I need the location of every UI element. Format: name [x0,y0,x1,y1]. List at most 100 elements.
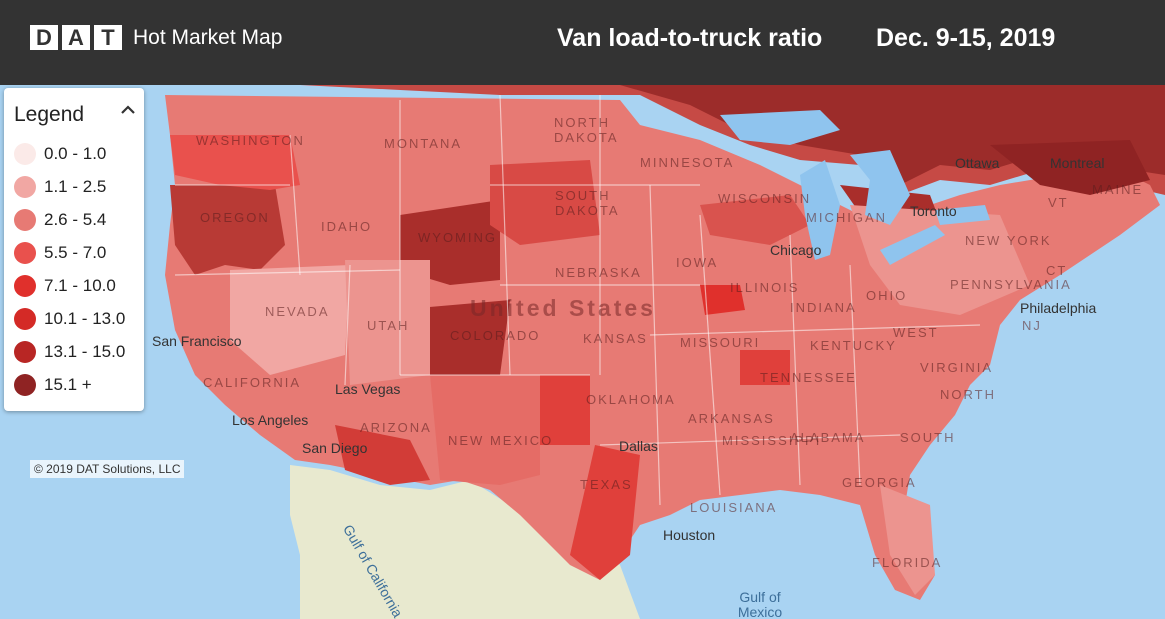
state-label: MINNESOTA [640,155,735,170]
legend-swatch [14,374,36,396]
legend-label: 13.1 - 15.0 [44,342,126,361]
legend-item: 5.5 - 7.0 [14,239,106,267]
state-label: GEORGIA [842,475,917,490]
state-label: SOUTH DAKOTA [555,188,620,218]
state-label: KENTUCKY [810,338,897,353]
state-label: MAINE [1092,182,1144,197]
state-label: WEST [893,325,939,340]
state-label: OKLAHOMA [586,392,676,407]
chevron-up-icon[interactable] [118,100,138,120]
northeast-region [850,205,1030,315]
city-label: Montreal [1050,155,1105,171]
legend-swatch [14,176,36,198]
legend-item: 1.1 - 2.5 [14,173,106,201]
arizona-south-region [335,425,430,485]
legend-swatch [14,308,36,330]
map-title: Van load-to-truck ratio [557,24,823,52]
legend-item: 2.6 - 5.4 [14,206,106,234]
state-label: CALIFORNIA [203,375,302,390]
state-label: NEW YORK [965,233,1052,248]
state-label: NORTH DAKOTA [554,115,619,145]
state-label: WYOMING [418,230,497,245]
legend-label: 2.6 - 5.4 [44,210,107,229]
app-title: Hot Market Map [133,26,283,49]
copyright-notice: © 2019 DAT Solutions, LLC [30,460,185,478]
legend-panel: Legend 0.0 - 1.0 1.1 - 2.5 2.6 - 5.4 5.5… [4,88,144,411]
oregon-region [170,185,285,275]
illinois-hot-region [700,285,745,315]
state-label: FLORIDA [872,555,943,570]
state-label: KANSAS [583,331,648,346]
hot-market-map[interactable]: United States San Francisco Las Vegas Lo… [0,85,1165,619]
lake-huron [850,150,910,225]
legend-item: 7.1 - 10.0 [14,272,116,300]
lake-superior [720,110,840,145]
quebec-region [990,140,1150,195]
state-label: UTAH [367,318,410,333]
logo-letter-a: A [62,25,90,50]
logo-letter-t: T [94,25,122,50]
map-canvas [0,85,1165,619]
header-bar: D A T Hot Market Map Van load-to-truck r… [0,0,1165,85]
arkansas-hot-region [740,350,790,385]
state-label: TEXAS [580,477,633,492]
legend-label: 0.0 - 1.0 [44,144,107,163]
city-label: San Francisco [152,333,242,349]
state-label: MISSOURI [680,335,761,350]
state-label: MICHIGAN [806,210,887,225]
south-dakota-region [490,160,600,245]
state-label: MISSISSIPPI [722,433,822,448]
canada-east-region [620,85,1165,185]
state-borders [174,94,981,506]
city-label: Las Vegas [335,381,401,397]
legend-title: Legend [14,103,85,126]
state-label: COLORADO [450,328,541,343]
city-label: Houston [663,527,716,543]
state-label: VT [1048,195,1069,210]
legend-swatch [14,275,36,297]
state-label: NEBRASKA [555,265,642,280]
state-label: NEVADA [265,304,330,319]
dat-logo: D A T [30,25,122,50]
state-label: NORTH [940,387,996,402]
state-label: OREGON [200,210,270,225]
state-label: MONTANA [384,136,463,151]
state-label: CT [1046,263,1068,278]
state-label: WISCONSIN [718,191,812,206]
state-label: VIRGINIA [920,360,994,375]
state-label: WASHINGTON [196,133,305,148]
city-label: Toronto [910,203,957,219]
legend-swatch [14,341,36,363]
legend-swatch [14,242,36,264]
state-label: NEW MEXICO [448,433,554,448]
south-texas-region [570,445,640,580]
state-label: ARKANSAS [688,411,775,426]
legend-item: 13.1 - 15.0 [14,338,125,366]
city-label: Chicago [770,242,822,258]
state-label: SOUTH [900,430,956,445]
mexico-region [290,465,640,619]
nevada-region [230,265,350,375]
legend-label: 5.5 - 7.0 [44,243,107,262]
city-label: Los Angeles [232,412,309,428]
legend-label: 10.1 - 13.0 [44,309,126,328]
state-label: LOUISIANA [690,500,778,515]
date-range: Dec. 9-15, 2019 [876,24,1056,52]
state-label: INDIANA [790,300,857,315]
city-label: Ottawa [955,155,1000,171]
utah-region [345,260,430,385]
legend-label: 7.1 - 10.0 [44,276,116,295]
legend-item: 10.1 - 13.0 [14,305,125,333]
state-label: NJ [1022,318,1042,333]
washington-region [170,135,300,190]
country-label: United States [470,295,656,321]
wisconsin-region [700,195,810,245]
lake-erie [880,225,945,265]
state-label: IDAHO [321,219,373,234]
state-label: ARIZONA [360,420,432,435]
legend-swatch [14,209,36,231]
state-label: ILLINOIS [730,280,800,295]
new-mexico-region [430,375,540,485]
state-label: IOWA [676,255,719,270]
state-label: TENNESSEE [760,370,857,385]
